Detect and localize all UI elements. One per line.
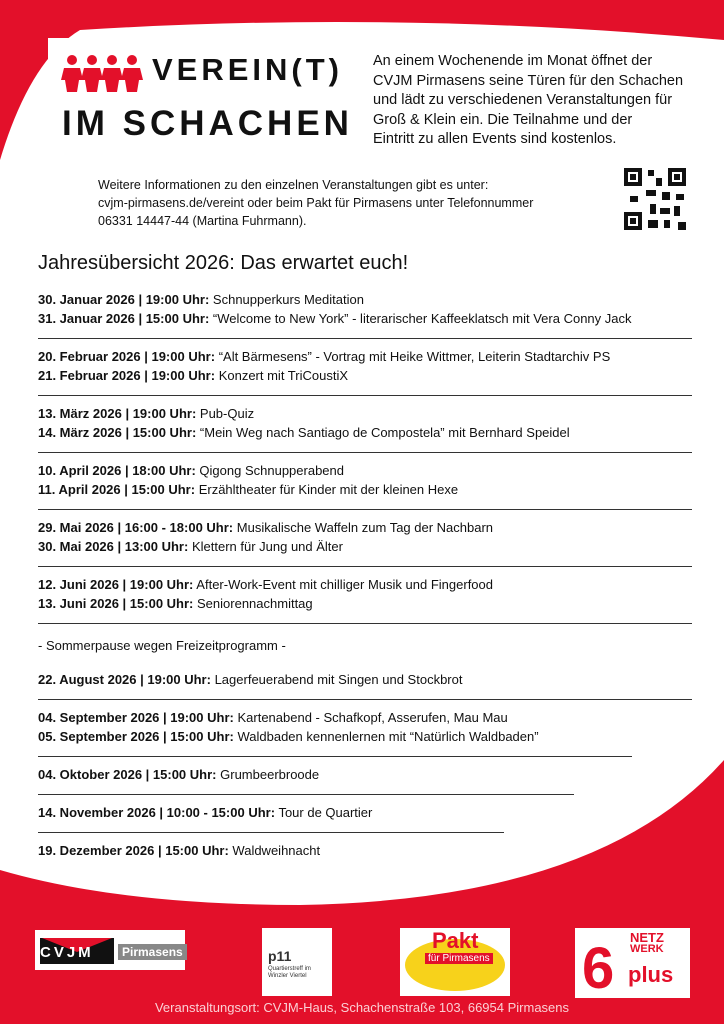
logo-text: Quartierstreff im Winzler Viertel xyxy=(268,966,311,979)
event-title: “Alt Bärmesens” - Vortrag mit Heike Witt… xyxy=(218,349,611,364)
intro-line: An einem Wochenende im Monat öffnet der xyxy=(373,53,653,69)
event-title: Klettern für Jung und Älter xyxy=(191,539,343,554)
event-date: 29. Mai 2026 | 16:00 - 18:00 Uhr: xyxy=(38,520,234,535)
event-row: 29. Mai 2026 | 16:00 - 18:00 Uhr: Musika… xyxy=(38,520,493,535)
event-title: Kartenabend - Schafkopf, Asserufen, Mau … xyxy=(237,710,508,725)
event-date: 04. September 2026 | 19:00 Uhr: xyxy=(38,710,234,725)
event-date: 30. Januar 2026 | 19:00 Uhr: xyxy=(38,292,210,307)
event-date: 04. Oktober 2026 | 15:00 Uhr: xyxy=(38,767,217,782)
event-row: 31. Januar 2026 | 15:00 Uhr: “Welcome to… xyxy=(38,311,632,326)
event-title: “Welcome to New York” - literarischer Ka… xyxy=(212,311,632,326)
event-date: 12. Juni 2026 | 19:00 Uhr: xyxy=(38,577,194,592)
info: Weitere Informationen zu den einzelnen V… xyxy=(98,176,533,230)
separator xyxy=(38,509,692,510)
info-line: 06331 14447-44 (Martina Fuhrmann). xyxy=(98,214,307,228)
separator xyxy=(38,566,692,567)
event-title: Schnupperkurs Meditation xyxy=(212,292,364,307)
event-row: 30. Mai 2026 | 13:00 Uhr: Klettern für J… xyxy=(38,539,343,554)
logo-line2: IM SCHACHEN xyxy=(62,104,353,143)
intro-line: und lädt zu verschiedenen Veranstaltunge… xyxy=(373,92,673,108)
event-title: Konzert mit TriCoustiX xyxy=(218,368,349,383)
event-row: 13. März 2026 | 19:00 Uhr: Pub-Quiz xyxy=(38,406,254,421)
logo-text: CVJM xyxy=(40,944,94,961)
event-date: 13. Juni 2026 | 15:00 Uhr: xyxy=(38,596,194,611)
event-title: Musikalische Waffeln zum Tag der Nachbar… xyxy=(236,520,494,535)
event-date: 22. August 2026 | 19:00 Uhr: xyxy=(38,672,211,687)
event-title: Waldbaden kennenlernen mit “Natürlich Wa… xyxy=(237,729,539,744)
logo-text: plus xyxy=(628,962,674,987)
separator xyxy=(38,832,504,833)
event-row: 20. Februar 2026 | 19:00 Uhr: “Alt Bärme… xyxy=(38,349,610,364)
separator xyxy=(38,452,692,453)
separator xyxy=(38,395,692,396)
event-row: 21. Februar 2026 | 19:00 Uhr: Konzert mi… xyxy=(38,368,348,383)
intro: An einem Wochenende im Monat öffnet der C… xyxy=(373,52,683,150)
event-row: 12. Juni 2026 | 19:00 Uhr: After-Work-Ev… xyxy=(38,577,493,592)
event-date: 30. Mai 2026 | 13:00 Uhr: xyxy=(38,539,189,554)
separator xyxy=(38,794,574,795)
event-row: 13. Juni 2026 | 15:00 Uhr: Seniorennachm… xyxy=(38,596,313,611)
event-row: 30. Januar 2026 | 19:00 Uhr: Schnupperku… xyxy=(38,292,364,307)
event-row: 14. März 2026 | 15:00 Uhr: “Mein Weg nac… xyxy=(38,425,570,440)
event-date: 14. November 2026 | 10:00 - 15:00 Uhr: xyxy=(38,805,276,820)
event-date: 05. September 2026 | 15:00 Uhr: xyxy=(38,729,234,744)
logo-text: p11 xyxy=(268,948,292,964)
event-row: 11. April 2026 | 15:00 Uhr: Erzähltheate… xyxy=(38,482,458,497)
logo-text: für Pirmasens xyxy=(425,953,493,964)
event-title: Lagerfeuerabend mit Singen und Stockbrot xyxy=(214,672,463,687)
event-row: 04. Oktober 2026 | 15:00 Uhr: Grumbeerbr… xyxy=(38,767,319,782)
event-date: 13. März 2026 | 19:00 Uhr: xyxy=(38,406,197,421)
logo-text: Pakt xyxy=(432,928,479,953)
event-title: Grumbeerbroode xyxy=(220,767,320,782)
logo-text: 6 xyxy=(582,936,615,1001)
event-date: 11. April 2026 | 15:00 Uhr: xyxy=(38,482,196,497)
event-title: Pub-Quiz xyxy=(199,406,255,421)
logo-text: WERK xyxy=(630,943,664,955)
event-row: 10. April 2026 | 18:00 Uhr: Qigong Schnu… xyxy=(38,463,344,478)
intro-line: Groß & Klein ein. Die Teilnahme und der xyxy=(373,111,633,128)
event-title: Erzähltheater für Kinder mit der kleinen… xyxy=(198,482,459,497)
address: Veranstaltungsort: CVJM-Haus, Schachenst… xyxy=(154,1000,570,1015)
event-date: 19. Dezember 2026 | 15:00 Uhr: xyxy=(38,843,229,858)
event-title: Seniorennachmittag xyxy=(197,596,313,611)
info-line: Weitere Informationen zu den einzelnen V… xyxy=(98,178,489,192)
logo-line1: VEREIN(T) xyxy=(152,52,343,87)
heading: Jahresübersicht 2026: Das erwartet euch! xyxy=(38,252,409,274)
separator xyxy=(38,699,692,700)
event-row: 14. November 2026 | 10:00 - 15:00 Uhr: T… xyxy=(38,805,372,820)
event-row: 04. September 2026 | 19:00 Uhr: Kartenab… xyxy=(38,710,508,725)
event-title: Waldweihnacht xyxy=(232,843,321,858)
event-title: Qigong Schnupperabend xyxy=(199,463,344,478)
logo-text: Pirmasens xyxy=(118,944,187,960)
intro-line: Eintritt zu allen Events sind kostenlos. xyxy=(373,131,617,147)
event-date: 31. Januar 2026 | 15:00 Uhr: xyxy=(38,311,210,326)
event-title: “Mein Weg nach Santiago de Compostela” m… xyxy=(199,425,570,440)
event-date: 10. April 2026 | 18:00 Uhr: xyxy=(38,463,196,478)
event-row: 22. August 2026 | 19:00 Uhr: Lagerfeuera… xyxy=(38,672,462,687)
event-title: After-Work-Event mit chilliger Musik und… xyxy=(196,577,493,592)
event-date: 21. Februar 2026 | 19:00 Uhr: xyxy=(38,368,216,383)
event-row: 05. September 2026 | 15:00 Uhr: Waldbade… xyxy=(38,729,539,744)
separator xyxy=(38,623,692,624)
separator xyxy=(38,756,632,757)
info-line: cvjm-pirmasens.de/vereint oder beim Pakt… xyxy=(98,196,534,210)
separator xyxy=(38,338,692,339)
logo-text: NETZ xyxy=(630,930,664,945)
event-row: 19. Dezember 2026 | 15:00 Uhr: Waldweihn… xyxy=(38,843,320,858)
event-date: 14. März 2026 | 15:00 Uhr: xyxy=(38,425,197,440)
note: - Sommerpause wegen Freizeitprogramm - xyxy=(38,638,286,653)
event-date: 20. Februar 2026 | 19:00 Uhr: xyxy=(38,349,216,364)
event-title: Tour de Quartier xyxy=(278,805,373,820)
intro-line: CVJM Pirmasens seine Türen für den Schac… xyxy=(373,72,684,89)
